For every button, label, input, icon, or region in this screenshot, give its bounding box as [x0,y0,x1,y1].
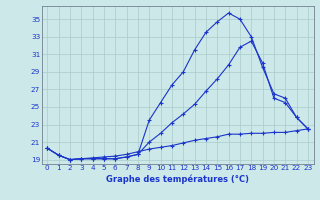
X-axis label: Graphe des températures (°C): Graphe des températures (°C) [106,174,249,184]
